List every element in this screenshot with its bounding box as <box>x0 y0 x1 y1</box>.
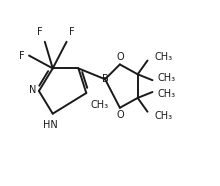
Text: CH₃: CH₃ <box>157 89 176 99</box>
Text: O: O <box>116 52 124 62</box>
Text: CH₃: CH₃ <box>154 52 172 62</box>
Text: O: O <box>116 110 124 120</box>
Text: F: F <box>19 51 25 61</box>
Text: F: F <box>69 27 74 37</box>
Text: B: B <box>102 74 108 84</box>
Text: CH₃: CH₃ <box>157 73 176 83</box>
Text: CH₃: CH₃ <box>90 100 108 110</box>
Text: CH₃: CH₃ <box>154 111 172 121</box>
Text: HN: HN <box>43 120 58 130</box>
Text: F: F <box>37 27 43 37</box>
Text: N: N <box>29 85 36 95</box>
